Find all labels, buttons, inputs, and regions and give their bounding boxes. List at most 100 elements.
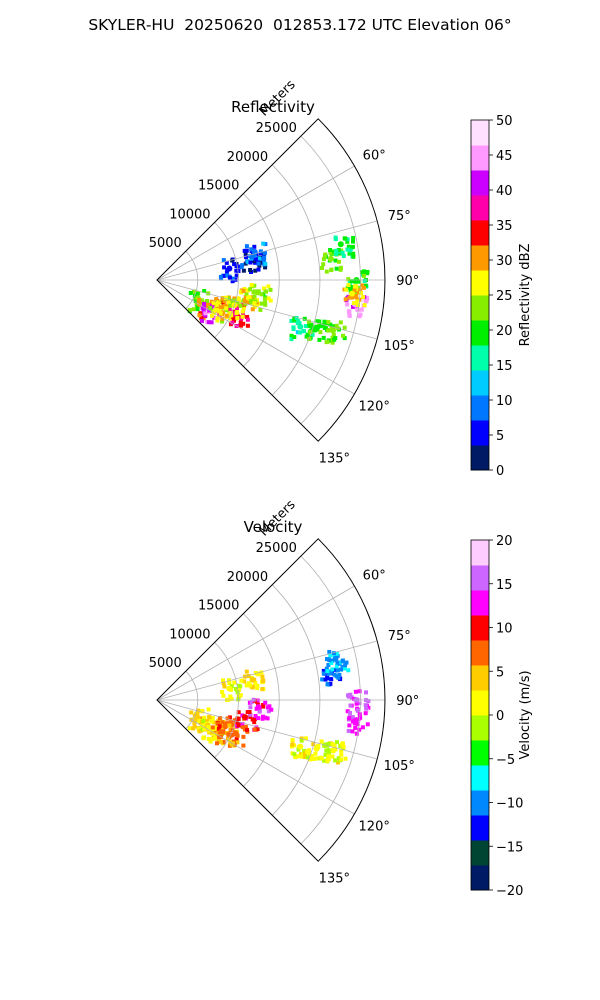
echo-gate xyxy=(224,260,229,265)
echo-gate xyxy=(236,297,241,302)
echo-gate xyxy=(227,307,232,312)
echo-gate xyxy=(197,729,202,734)
echo-gate xyxy=(317,337,322,342)
echo-gate xyxy=(187,726,192,731)
echo-core xyxy=(249,676,256,683)
echo-gate xyxy=(229,720,234,725)
echo-gate xyxy=(321,335,326,340)
colorbar-segment xyxy=(471,245,489,271)
echo-gate xyxy=(255,727,260,731)
azimuth-gridline xyxy=(156,165,355,281)
echo-gate xyxy=(203,311,208,316)
echo-gate xyxy=(249,700,254,705)
echo-gate xyxy=(327,750,331,755)
echo-gate xyxy=(357,285,362,290)
colorbar-tick-label: −10 xyxy=(496,797,523,812)
echo-gate xyxy=(265,705,270,710)
echo-gate xyxy=(253,681,258,686)
echo-gate xyxy=(245,727,249,732)
echo-gate xyxy=(239,265,244,270)
echo-gate xyxy=(220,316,225,321)
echo-gate xyxy=(252,305,257,309)
colorbar-label: Velocity (m/s) xyxy=(518,670,533,759)
echo-gate xyxy=(339,667,343,672)
echo-gate xyxy=(234,273,239,278)
echo-gate xyxy=(261,704,266,709)
echo-gate xyxy=(346,728,351,733)
echo-gate xyxy=(339,757,344,762)
echo-gate xyxy=(262,296,267,301)
colorbar-segment xyxy=(471,395,489,421)
echo-gate xyxy=(203,313,208,318)
echo-gate xyxy=(268,298,273,303)
echo-gate xyxy=(201,718,206,723)
echo-gate xyxy=(202,289,207,293)
echo-gate xyxy=(318,755,323,760)
echo-gate xyxy=(336,259,341,264)
echo-gate xyxy=(193,289,198,294)
echo-gate xyxy=(248,287,252,292)
echo-gate xyxy=(266,296,271,301)
echo-gate xyxy=(260,674,265,679)
echo-gate xyxy=(348,692,353,697)
echo-gate xyxy=(208,739,213,744)
echo-gate xyxy=(251,254,256,259)
echo-gate xyxy=(220,296,225,301)
echo-gate xyxy=(351,239,355,244)
angle-tick-label: 105° xyxy=(384,339,415,354)
angle-tick-label: 60° xyxy=(363,149,386,164)
echo-gate xyxy=(344,660,349,665)
echo-gate xyxy=(230,723,235,727)
colorbar-segment xyxy=(471,615,489,641)
echo-gate xyxy=(245,315,250,319)
echo-gate xyxy=(308,330,313,335)
echo-gate xyxy=(217,735,222,740)
echo-gate xyxy=(235,716,240,721)
echo-gate xyxy=(243,252,248,257)
echo-gate xyxy=(357,279,362,284)
azimuth-gridline xyxy=(156,699,355,815)
colorbar-segment xyxy=(471,195,489,221)
echo-gate xyxy=(261,678,266,683)
echo-gate xyxy=(259,301,264,306)
echo-gate xyxy=(220,319,225,324)
echo-layer xyxy=(187,649,371,765)
echo-gate xyxy=(320,266,324,270)
echo-gate xyxy=(347,295,352,300)
echo-gate xyxy=(215,316,220,321)
echo-gate xyxy=(221,678,225,683)
echo-gate xyxy=(247,710,252,714)
colorbar-segment xyxy=(471,715,489,741)
colorbar-tick-label: 40 xyxy=(496,184,513,199)
colorbar-segment xyxy=(471,865,489,891)
echo-gate xyxy=(366,705,371,710)
echo-gate xyxy=(329,661,334,666)
echo-gate xyxy=(354,290,359,295)
echo-core xyxy=(232,730,239,737)
echo-gate xyxy=(235,306,239,311)
echo-gate xyxy=(264,289,268,294)
echo-gate xyxy=(351,235,356,240)
echo-gate xyxy=(210,313,214,318)
radial-tick-label: 20000 xyxy=(227,150,268,165)
echo-gate xyxy=(234,311,239,315)
echo-gate xyxy=(311,742,316,747)
echo-gate xyxy=(341,254,346,258)
echo-gate xyxy=(356,290,361,295)
echo-gate xyxy=(200,306,205,311)
echo-gate xyxy=(223,295,228,300)
echo-gate xyxy=(209,719,214,724)
azimuth-gridline xyxy=(156,585,355,701)
echo-gate xyxy=(240,722,245,727)
echo-gate xyxy=(360,725,365,730)
echo-gate xyxy=(289,337,294,342)
echo-gate xyxy=(326,663,331,667)
echo-gate xyxy=(295,321,300,326)
echo-gate xyxy=(322,319,327,324)
echo-core xyxy=(330,327,337,334)
echo-gate xyxy=(321,262,326,267)
echo-gate xyxy=(234,737,239,741)
echo-gate xyxy=(235,690,240,695)
echo-gate xyxy=(327,649,332,654)
echo-gate xyxy=(345,709,350,714)
